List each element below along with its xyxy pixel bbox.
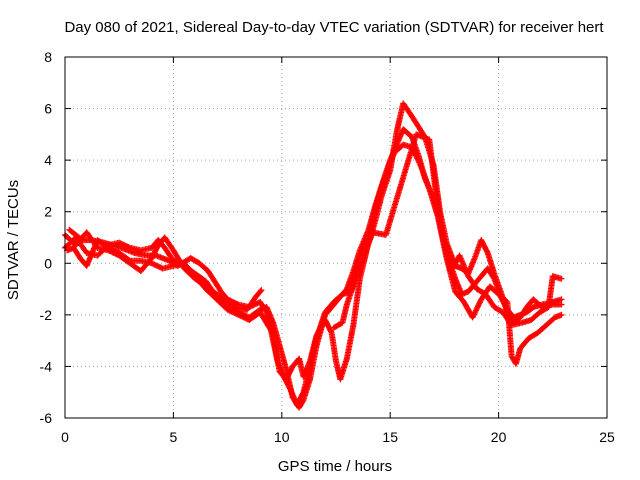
x-tick-label: 25	[599, 429, 615, 445]
y-tick-label: -6	[40, 410, 53, 426]
data-point	[484, 248, 491, 255]
y-tick-label: 8	[44, 49, 52, 65]
y-tick-label: 6	[44, 101, 52, 117]
data-point	[125, 256, 132, 263]
data-point	[267, 326, 274, 333]
series-track-D	[66, 131, 565, 331]
y-tick-label: 0	[44, 255, 52, 271]
y-tick-label: 4	[44, 152, 52, 168]
data-point	[558, 296, 565, 303]
data-point	[258, 287, 265, 294]
y-tick-label: 2	[44, 204, 52, 220]
data-points	[62, 100, 565, 411]
y-tick-label: -2	[40, 307, 53, 323]
plot-frame	[64, 56, 608, 419]
y-tick-label: -4	[40, 358, 53, 374]
data-point	[558, 275, 565, 282]
data-point	[558, 311, 565, 318]
y-axis-label: SDTVAR / TECUs	[5, 180, 22, 300]
x-tick-label: 5	[170, 429, 178, 445]
x-axis-label: GPS time / hours	[278, 458, 392, 475]
x-tick-label: 10	[274, 429, 290, 445]
data-point	[558, 301, 565, 308]
data-point	[262, 307, 269, 314]
x-tick-label: 20	[491, 429, 507, 445]
x-tick-label: 0	[61, 429, 69, 445]
data-point	[299, 390, 306, 397]
axes: 0 5 10 15 20 25 -6 -4 -2 0 2 4 6 8	[40, 49, 615, 445]
chart-title: Day 080 of 2021, Sidereal Day-to-day VTE…	[64, 19, 604, 36]
x-tick-label: 15	[382, 429, 398, 445]
data-point	[257, 288, 264, 295]
